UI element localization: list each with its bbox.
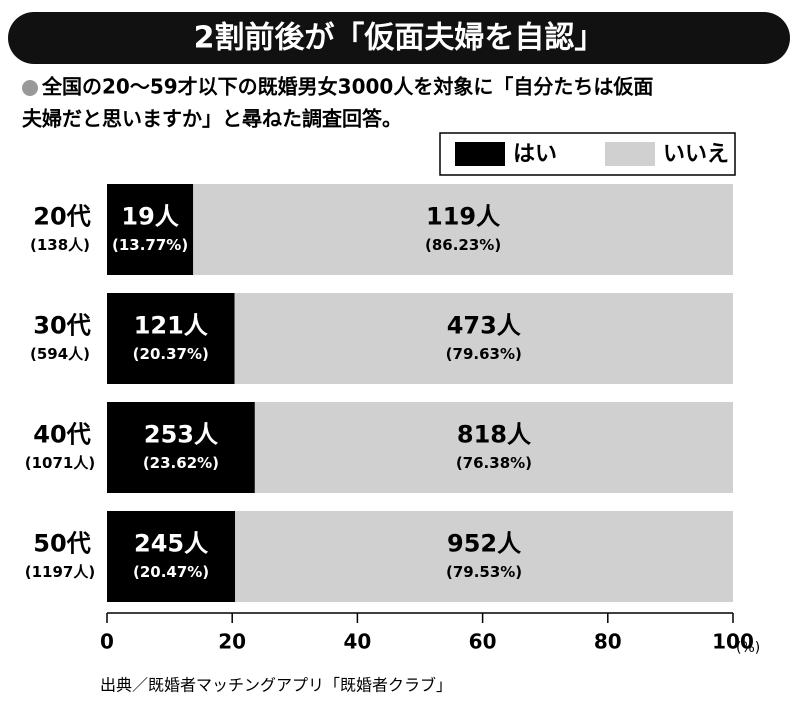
count-label: 121人 — [134, 312, 208, 340]
value-label: (79.63%) — [446, 345, 522, 363]
source: 出典／既婚者マッチングアプリ「既婚者クラブ」 — [100, 676, 452, 695]
y-tick-note: (1071人) — [25, 454, 95, 472]
value-label: (20.37%) — [133, 345, 209, 363]
bar-segment — [107, 511, 236, 602]
y-tick-note: (594人) — [30, 345, 90, 363]
x-unit: (%) — [736, 640, 760, 656]
chart-title: 2割前後が「仮面夫婦を自認」 — [194, 21, 605, 56]
y-tick-note: (1197人) — [25, 563, 95, 581]
value-label: (20.47%) — [133, 563, 209, 581]
x-tick-label: 0 — [100, 630, 114, 654]
count-label: 473人 — [447, 312, 521, 340]
legend-swatch — [455, 142, 505, 166]
legend-swatch — [605, 142, 655, 166]
y-tick-note: (138人) — [30, 236, 90, 254]
subtitle: 全国の20～59才以下の既婚男女3000人を対象に「自分たちは仮面 — [41, 75, 653, 99]
x-tick-label: 40 — [343, 630, 371, 654]
x-tick-label: 100 — [712, 630, 754, 654]
bullet — [22, 80, 38, 96]
count-label: 19人 — [121, 203, 178, 231]
title-banner — [8, 12, 790, 64]
legend-label: いいえ — [663, 142, 729, 167]
bar-segment — [107, 184, 194, 275]
value-label: (76.38%) — [456, 454, 532, 472]
x-tick-label: 60 — [469, 630, 497, 654]
bar-segment — [107, 293, 235, 384]
bar-segment — [193, 184, 733, 275]
bar-segment — [107, 402, 255, 493]
count-label: 253人 — [144, 421, 218, 449]
y-tick-label: 20代 — [33, 203, 90, 231]
y-tick-label: 50代 — [33, 530, 90, 558]
count-label: 245人 — [134, 530, 208, 558]
bar-segment — [235, 511, 733, 602]
x-tick-label: 20 — [218, 630, 246, 654]
count-label: 818人 — [457, 421, 531, 449]
bar-segment — [254, 402, 733, 493]
value-label: (86.23%) — [425, 236, 501, 254]
y-tick-label: 40代 — [33, 421, 90, 449]
value-label: (13.77%) — [112, 236, 188, 254]
y-tick-label: 30代 — [33, 312, 90, 340]
x-tick-label: 80 — [594, 630, 622, 654]
count-label: 952人 — [447, 530, 521, 558]
count-label: 119人 — [426, 203, 500, 231]
subtitle: 夫婦だと思いますか」と尋ねた調査回答。 — [22, 107, 402, 131]
bar-segment — [234, 293, 733, 384]
value-label: (79.53%) — [446, 563, 522, 581]
legend-label: はい — [513, 142, 557, 167]
value-label: (23.62%) — [143, 454, 219, 472]
